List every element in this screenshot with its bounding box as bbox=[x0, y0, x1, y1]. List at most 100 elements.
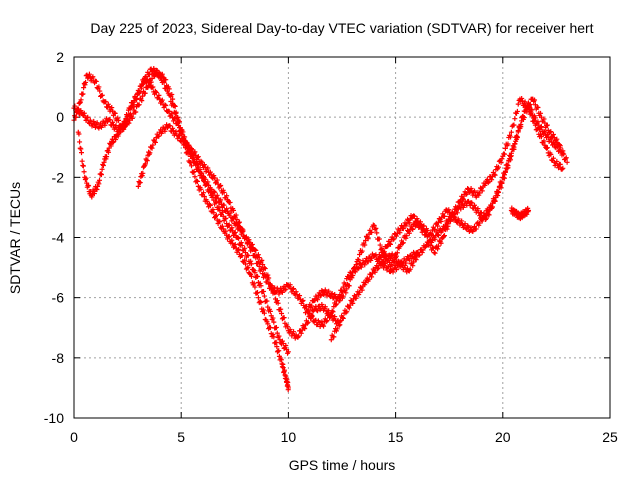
data-point bbox=[76, 131, 82, 137]
data-point bbox=[471, 202, 477, 208]
data-point bbox=[335, 294, 341, 300]
data-point bbox=[253, 255, 259, 261]
data-point bbox=[483, 213, 489, 219]
data-point bbox=[214, 192, 220, 198]
data-point bbox=[538, 114, 544, 120]
data-point bbox=[338, 318, 344, 324]
data-point bbox=[249, 273, 255, 279]
data-point bbox=[226, 222, 232, 228]
data-point bbox=[252, 284, 258, 290]
data-point bbox=[93, 78, 99, 84]
data-point bbox=[156, 133, 162, 139]
data-point bbox=[261, 307, 267, 313]
data-point bbox=[520, 114, 526, 120]
data-point bbox=[159, 97, 165, 103]
data-point bbox=[502, 175, 508, 181]
y-axis-label: SDTVAR / TECUs bbox=[7, 182, 23, 294]
data-point bbox=[378, 254, 384, 260]
data-series bbox=[71, 66, 570, 393]
data-point bbox=[163, 102, 169, 108]
data-point bbox=[235, 247, 241, 253]
data-point bbox=[147, 80, 153, 86]
data-point bbox=[559, 166, 565, 172]
data-point bbox=[176, 122, 182, 128]
data-point bbox=[280, 340, 286, 346]
data-point bbox=[112, 110, 118, 116]
data-point bbox=[366, 276, 372, 282]
y-tick-label: -2 bbox=[52, 169, 65, 185]
y-tick-label: -8 bbox=[52, 350, 65, 366]
data-point bbox=[166, 108, 172, 114]
data-point bbox=[375, 265, 381, 271]
data-point bbox=[356, 265, 362, 271]
data-point bbox=[197, 166, 203, 172]
data-point bbox=[505, 165, 511, 171]
data-point bbox=[98, 171, 104, 177]
data-point bbox=[353, 262, 359, 268]
data-point bbox=[204, 198, 210, 204]
data-point bbox=[156, 92, 162, 98]
data-point bbox=[116, 117, 122, 123]
data-point bbox=[173, 129, 179, 135]
data-point bbox=[486, 178, 492, 184]
data-point bbox=[491, 197, 497, 203]
data-point bbox=[142, 90, 148, 96]
data-point bbox=[255, 295, 261, 301]
x-tick-label: 5 bbox=[177, 429, 185, 445]
data-point bbox=[78, 97, 84, 103]
data-point bbox=[548, 129, 554, 135]
data-point bbox=[213, 212, 219, 218]
x-tick-label: 15 bbox=[388, 429, 404, 445]
data-point bbox=[81, 85, 87, 91]
data-point bbox=[175, 120, 181, 126]
data-point bbox=[516, 124, 522, 130]
data-point bbox=[262, 266, 268, 272]
data-point bbox=[220, 226, 226, 232]
data-point bbox=[122, 120, 128, 126]
data-point bbox=[264, 298, 270, 304]
data-point bbox=[369, 270, 375, 276]
data-point bbox=[215, 195, 221, 201]
y-tick-label: 0 bbox=[56, 109, 64, 125]
data-point bbox=[217, 219, 223, 225]
data-point bbox=[449, 210, 455, 216]
data-point bbox=[280, 365, 286, 371]
x-tick-label: 0 bbox=[70, 429, 78, 445]
data-point bbox=[426, 242, 432, 248]
data-point bbox=[394, 230, 400, 236]
data-point bbox=[384, 267, 390, 273]
data-point bbox=[194, 155, 200, 161]
data-point bbox=[538, 124, 544, 130]
data-point bbox=[419, 250, 425, 256]
data-point bbox=[353, 295, 359, 301]
data-point bbox=[198, 186, 204, 192]
data-point bbox=[400, 240, 406, 246]
data-point bbox=[328, 337, 334, 343]
data-point bbox=[548, 151, 554, 157]
data-point bbox=[201, 162, 207, 168]
data-point bbox=[260, 262, 266, 268]
data-point bbox=[305, 319, 311, 325]
data-point bbox=[198, 158, 204, 164]
data-point bbox=[511, 146, 517, 152]
data-point bbox=[188, 163, 194, 169]
data-point bbox=[454, 210, 460, 216]
data-point bbox=[287, 282, 293, 288]
data-point bbox=[377, 242, 383, 248]
data-point bbox=[324, 318, 330, 324]
data-point bbox=[208, 171, 214, 177]
series-track-h bbox=[508, 205, 532, 222]
data-point bbox=[529, 107, 535, 113]
data-point bbox=[106, 104, 112, 110]
data-point bbox=[384, 244, 390, 250]
data-point bbox=[465, 224, 471, 230]
data-point bbox=[322, 304, 328, 310]
data-point bbox=[560, 148, 566, 154]
data-point bbox=[363, 256, 369, 262]
data-point bbox=[205, 165, 211, 171]
data-point bbox=[278, 306, 284, 312]
data-point bbox=[82, 82, 88, 88]
data-point bbox=[178, 127, 184, 133]
data-point bbox=[134, 96, 140, 102]
